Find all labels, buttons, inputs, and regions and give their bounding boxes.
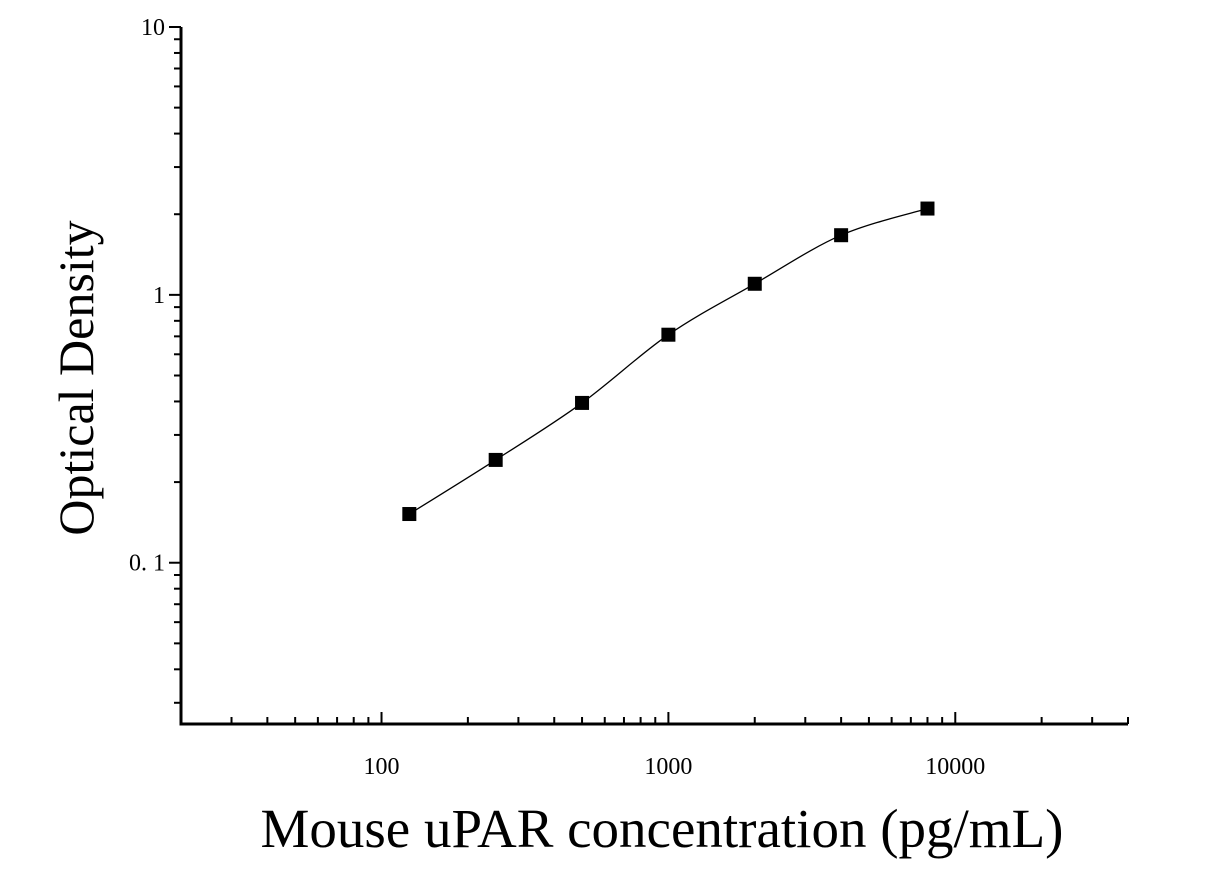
x-tick-label: 100	[364, 754, 400, 780]
y-tick-label: 10	[141, 15, 165, 41]
x-tick-label: 10000	[925, 754, 985, 780]
fit-curve	[408, 207, 928, 515]
y-tick-label: 0. 1	[129, 551, 165, 577]
x-tick-label: 1000	[644, 754, 692, 780]
tick-labels: 0. 1 1 10 100 1000 10000	[129, 15, 985, 780]
data-point	[834, 228, 849, 243]
data-point	[402, 507, 417, 522]
data-point	[920, 201, 935, 216]
axes	[179, 27, 1128, 726]
data-point	[747, 276, 762, 291]
y-tick-label: 1	[153, 283, 165, 309]
ticks	[169, 26, 1129, 724]
data-points	[402, 201, 935, 522]
data-point	[661, 327, 676, 342]
data-point	[575, 395, 590, 410]
fit-curve-group	[408, 207, 928, 515]
x-axis-title: Mouse uPAR concentration (pg/mL)	[260, 798, 1063, 859]
y-axis-title: Optical Density	[48, 220, 104, 535]
data-point	[488, 452, 503, 467]
